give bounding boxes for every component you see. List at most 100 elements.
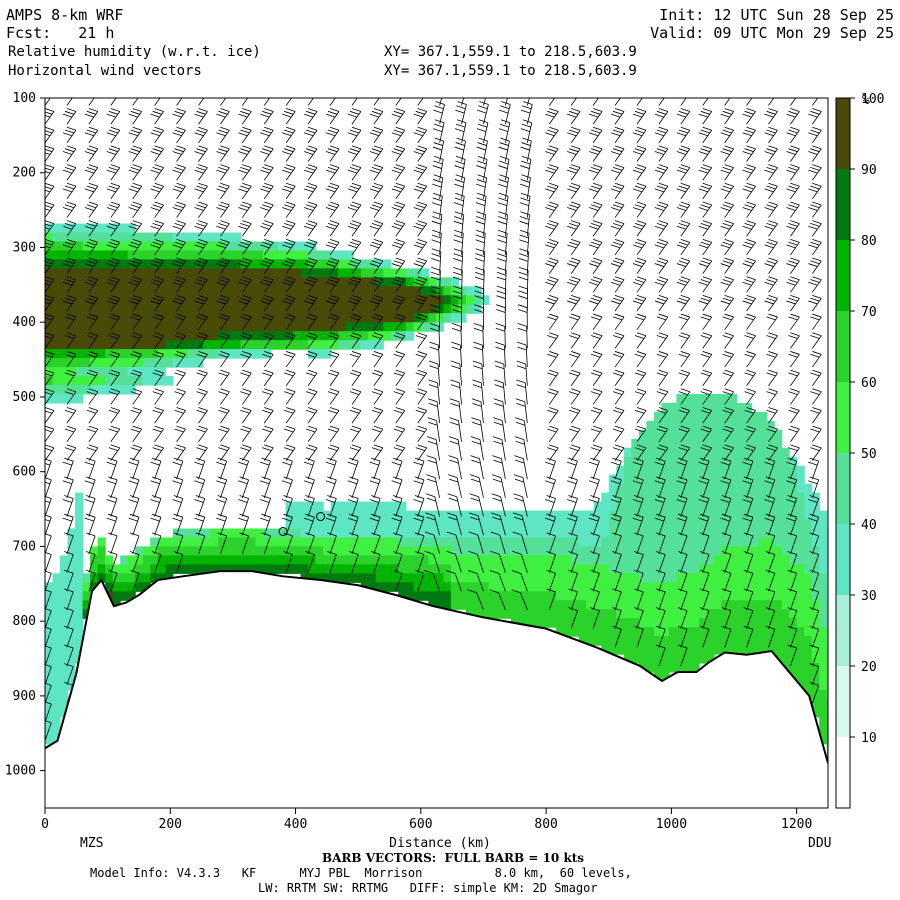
rh-cell	[541, 600, 550, 610]
wind-barb-flag	[547, 335, 557, 339]
rh-cell	[420, 519, 429, 530]
rh-cell	[458, 582, 467, 592]
wind-barb-flag	[472, 384, 482, 388]
wind-barb-flag	[447, 493, 457, 498]
rh-cell	[67, 232, 76, 243]
wind-barb-flag	[260, 300, 270, 305]
wind-barb-flag	[433, 160, 443, 165]
wind-barb	[241, 498, 250, 517]
rh-cell	[766, 438, 775, 449]
rh-cell	[721, 636, 730, 646]
rh-cell	[405, 591, 414, 601]
rh-cell	[52, 232, 61, 243]
rh-cell	[60, 689, 69, 700]
wind-barb	[220, 98, 227, 106]
rh-cell	[646, 645, 655, 655]
wind-barb-flag	[242, 220, 252, 225]
wind-barb	[614, 148, 625, 162]
rh-cell	[736, 600, 745, 610]
wind-barb-flag	[106, 244, 116, 249]
wind-barb	[45, 722, 52, 741]
rh-cell	[52, 241, 61, 252]
rh-cell	[383, 268, 392, 278]
wind-barb-flag	[474, 285, 484, 290]
rh-cell	[405, 277, 414, 287]
wind-barb-flag	[308, 90, 317, 93]
wind-barb	[454, 573, 462, 592]
rh-cell	[774, 483, 783, 494]
wind-barb	[45, 573, 52, 592]
wind-barb-flag	[566, 480, 577, 485]
rh-cell	[668, 420, 678, 431]
rh-cell	[375, 259, 384, 269]
rh-cell	[653, 582, 662, 592]
wind-barb-flag	[106, 499, 116, 503]
wind-barb-flag	[414, 513, 425, 518]
rh-cell	[165, 295, 174, 305]
rh-cell	[458, 564, 467, 574]
wind-barb-flag	[325, 461, 336, 466]
rh-cell	[751, 420, 760, 431]
rh-cell	[751, 411, 760, 422]
wind-barb-flag	[498, 179, 508, 183]
wind-barb	[220, 111, 230, 125]
wind-barb	[241, 354, 252, 368]
rh-cell	[518, 600, 527, 610]
rh-cell	[293, 322, 302, 332]
rh-cell	[804, 680, 813, 691]
wind-barb-flag	[371, 532, 381, 537]
wind-barb-flag	[547, 166, 557, 171]
rh-cell	[67, 241, 76, 252]
wind-barb-flag	[415, 279, 425, 283]
wind-barb	[437, 382, 441, 405]
rh-cell	[60, 313, 69, 323]
wind-barb-flag	[216, 244, 226, 249]
rh-cell	[368, 510, 377, 521]
rh-cell	[420, 313, 429, 323]
wind-barb	[351, 242, 362, 256]
wind-barb	[154, 410, 164, 424]
rh-cell	[270, 537, 279, 548]
rh-cell	[668, 555, 678, 565]
rh-cell	[345, 519, 354, 530]
wind-barb-flag	[45, 186, 53, 190]
rh-cell	[706, 627, 715, 637]
wind-barb	[395, 260, 406, 274]
rh-cell	[157, 304, 166, 314]
rh-cell	[661, 402, 670, 413]
wind-barb	[524, 401, 528, 424]
wind-barb	[636, 498, 644, 517]
wind-barb	[455, 515, 462, 536]
wind-barb	[658, 535, 666, 555]
rh-cell	[691, 600, 700, 610]
rh-cell	[759, 537, 768, 548]
wind-barb-flag	[632, 480, 642, 485]
wind-barb	[548, 167, 559, 181]
wind-barb	[241, 479, 250, 498]
rh-cell	[247, 295, 257, 305]
wind-barb	[351, 554, 359, 573]
rh-cell	[721, 474, 730, 485]
rh-cell	[202, 564, 211, 574]
rh-cell	[360, 259, 369, 269]
wind-barb-flag	[88, 295, 98, 299]
wind-barb-flag	[369, 132, 380, 137]
wind-barb-flag	[680, 332, 690, 337]
wind-barb-flag	[457, 87, 466, 90]
rh-cell	[75, 600, 84, 610]
rh-cell	[368, 268, 377, 278]
wind-barb-flag	[571, 90, 580, 93]
wind-barb-flag	[492, 436, 503, 440]
wind-barb-flag	[349, 335, 360, 339]
rh-cell	[270, 546, 279, 556]
wind-barb-flag	[568, 495, 578, 499]
wind-barb-flag	[519, 253, 529, 257]
wind-barb	[285, 316, 296, 330]
wind-barb-flag	[240, 335, 250, 339]
wind-barb	[373, 298, 384, 312]
rh-cell	[541, 555, 550, 565]
wind-barb-flag	[106, 281, 116, 286]
wind-barb	[592, 573, 600, 592]
rh-cell	[75, 277, 84, 287]
rh-cell	[420, 295, 429, 305]
